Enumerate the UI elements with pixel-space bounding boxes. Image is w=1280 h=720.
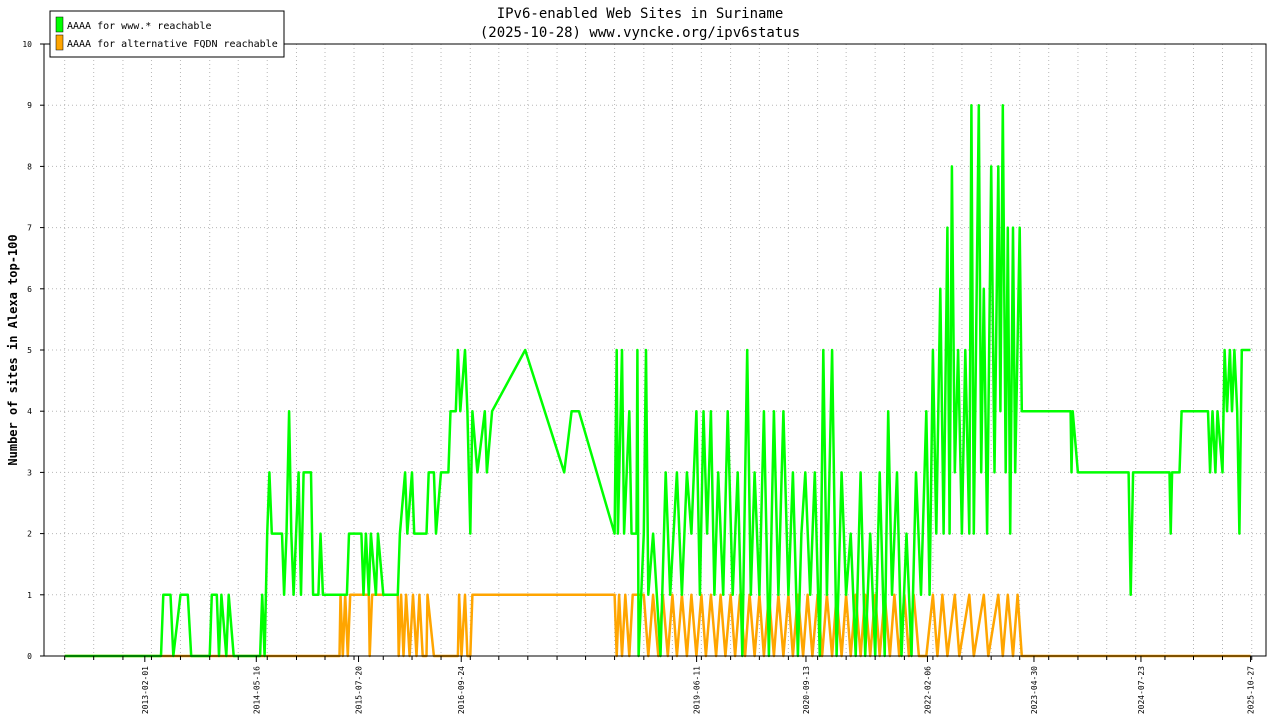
y-tick-label: 3 (27, 468, 32, 477)
x-tick-label: 2025-10-27 (1247, 666, 1256, 714)
x-tick-label: 2020-09-13 (802, 666, 811, 714)
x-tick-label: 2015-07-20 (355, 666, 364, 714)
x-tick-label: 2024-07-23 (1137, 666, 1146, 714)
series-line-www (64, 103, 1251, 658)
legend-box (49, 10, 285, 58)
y-tick-label: 2 (27, 530, 32, 539)
y-tick-label: 6 (27, 285, 32, 294)
x-tick-labels: 2013-02-01 2014-05-16 2015-07-20 2016-09-24… (141, 666, 1256, 714)
y-tick-label: 9 (27, 101, 32, 110)
x-tick-label: 2023-04-30 (1030, 666, 1039, 714)
legend-swatch-alternative-fqdn (55, 34, 64, 51)
legend-swatch-www (55, 16, 64, 33)
x-tick-label: 2019-06-11 (693, 666, 702, 714)
y-axis-label: Number of sites in Alexa top-100 (6, 234, 20, 465)
y-tick-label: 0 (27, 652, 32, 661)
x-tick-label: 2022-02-06 (923, 666, 932, 714)
y-tick-label: 4 (27, 407, 32, 416)
x-tick-label: 2013-02-01 (141, 666, 150, 714)
y-tick-label: 7 (27, 224, 32, 233)
x-tick-label: 2016-09-24 (457, 666, 466, 714)
series-layer (64, 103, 1251, 658)
y-tick-label: 8 (27, 162, 32, 171)
x-tick-label: 2014-05-16 (252, 666, 261, 714)
legend-label-www: AAAA for www.* reachable (67, 21, 212, 32)
axes-layer (40, 43, 1267, 662)
legend-label-alternative-fqdn: AAAA for alternative FQDN reachable (67, 39, 278, 50)
y-tick-label: 5 (27, 346, 32, 355)
y-tick-label: 1 (27, 591, 32, 600)
y-tick-labels: 0 1 2 3 4 5 6 7 8 9 10 (22, 40, 32, 661)
legend: AAAA for www.* reachable AAAA for altern… (49, 10, 285, 58)
y-tick-label: 10 (22, 40, 32, 49)
chart-subtitle: (2025-10-28) www.vyncke.org/ipv6status (480, 25, 800, 41)
chart-title: IPv6-enabled Web Sites in Suriname (497, 6, 784, 22)
